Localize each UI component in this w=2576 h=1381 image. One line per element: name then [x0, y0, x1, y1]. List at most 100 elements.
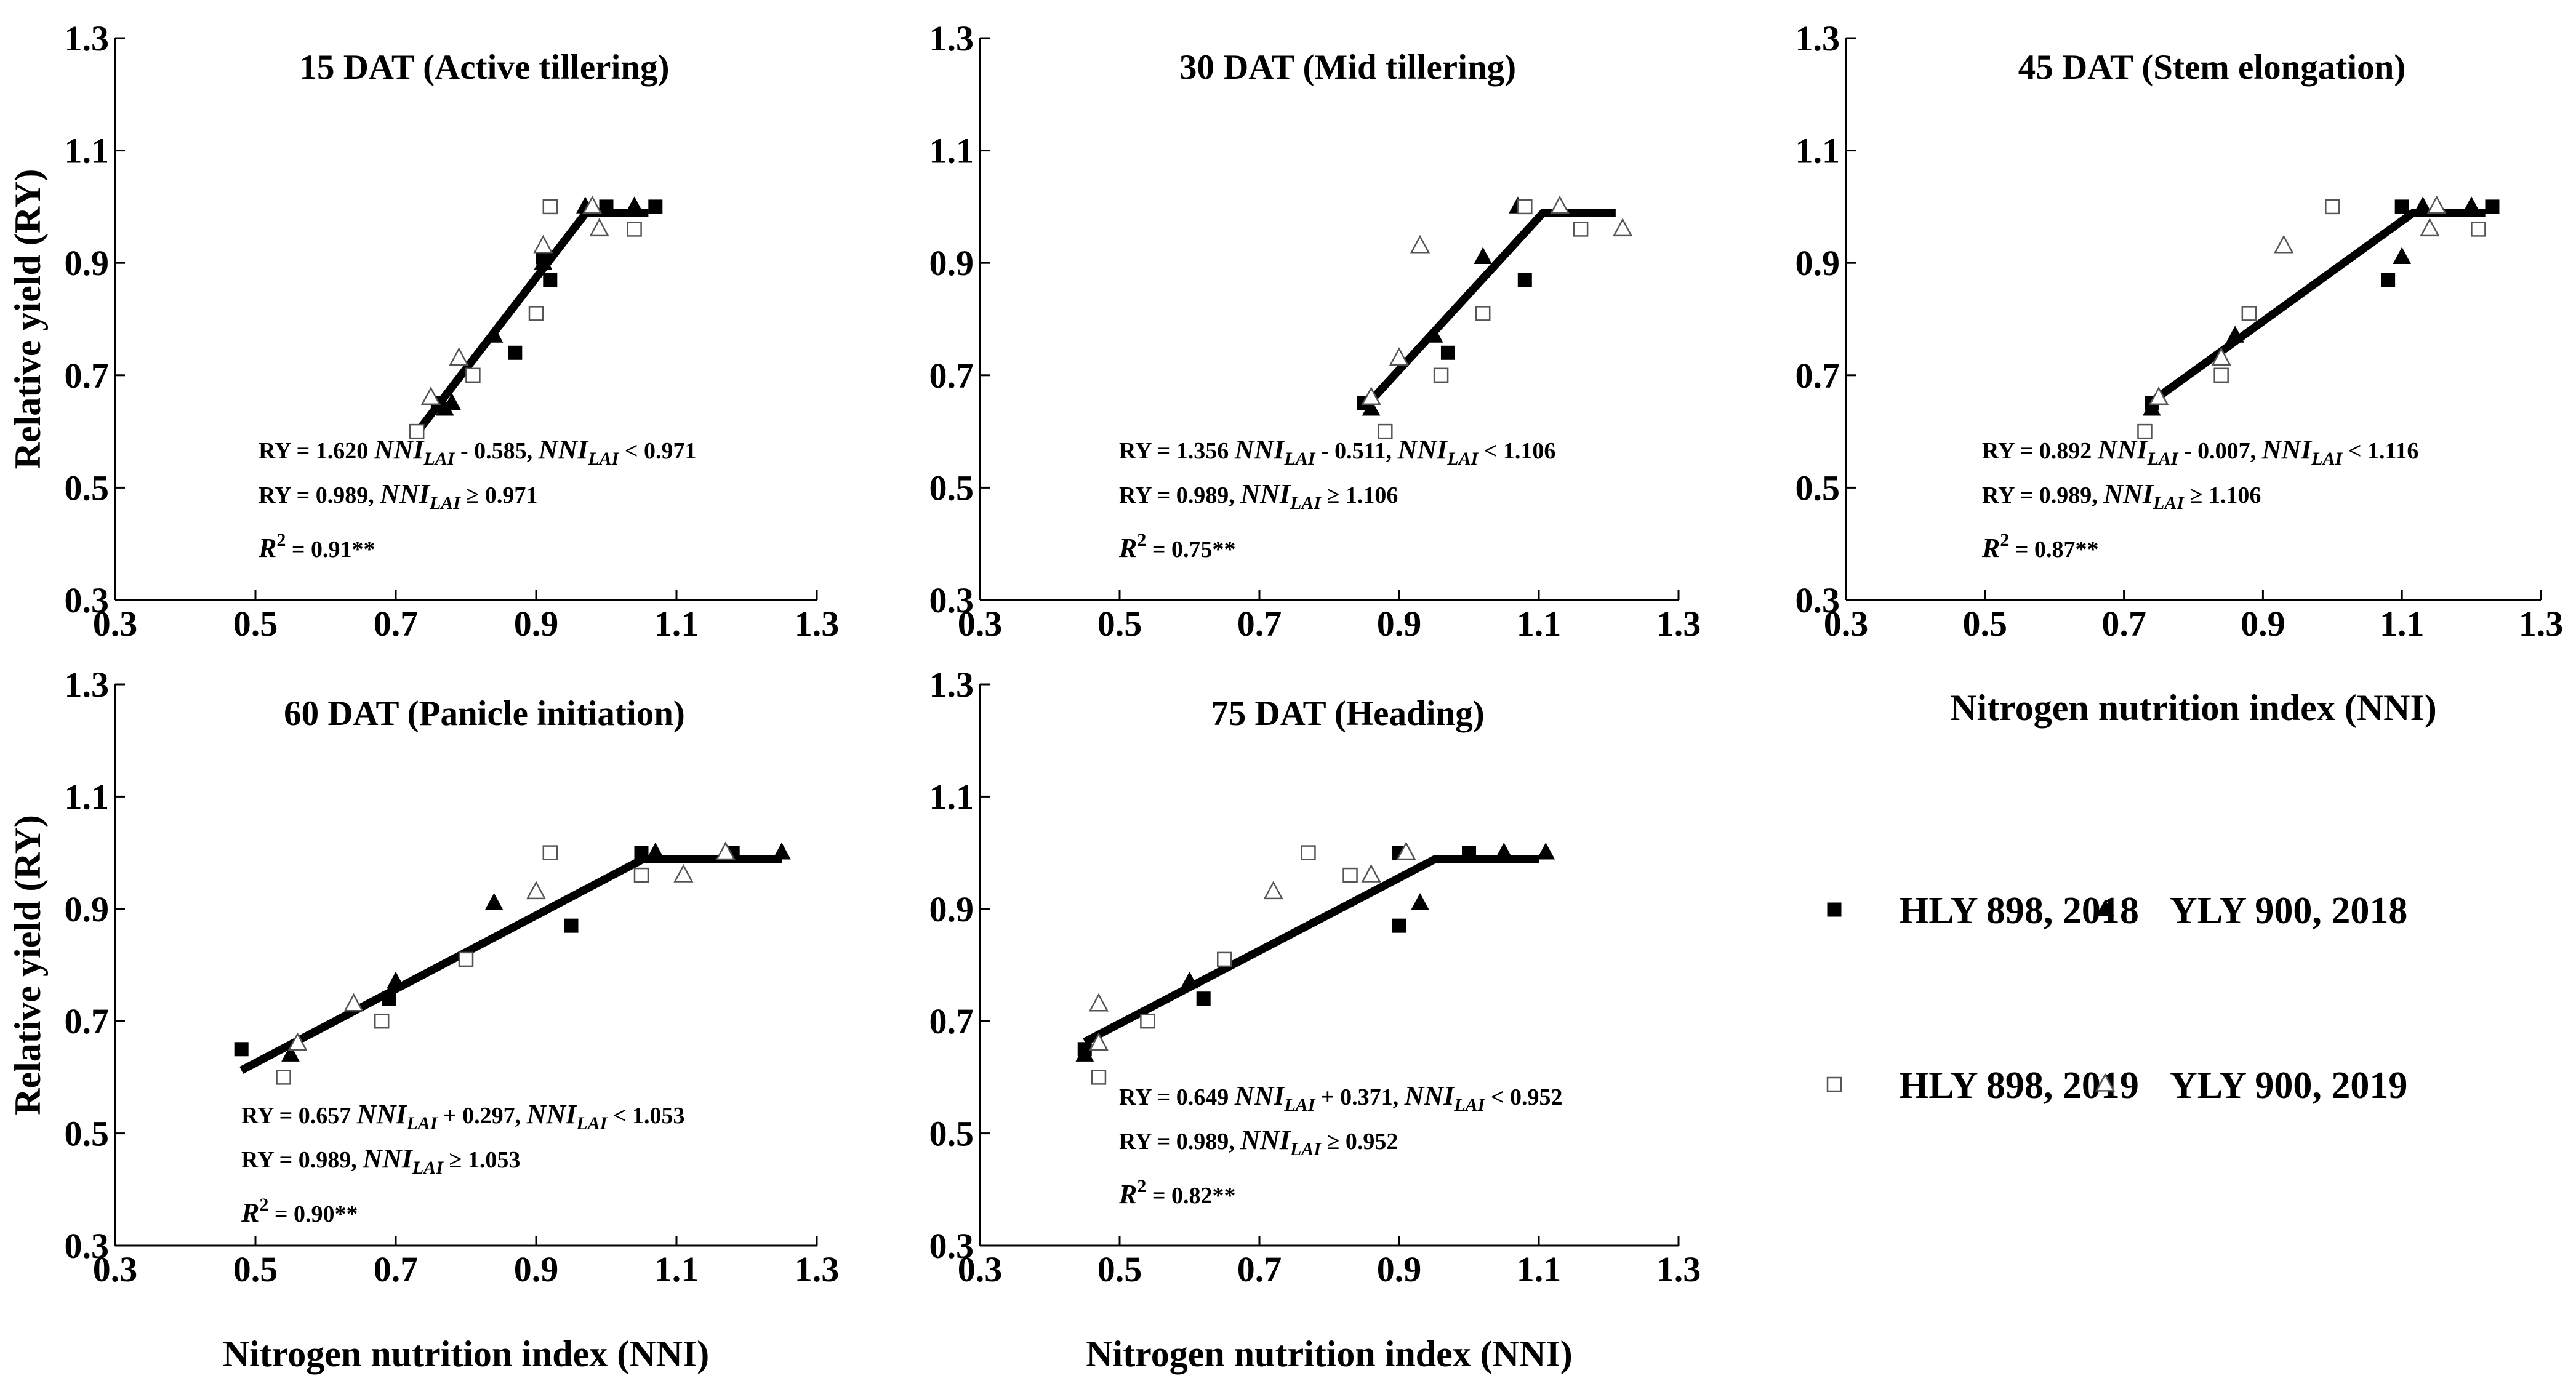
data-point [1196, 991, 1211, 1006]
y-tick-label: 0.3 [1796, 580, 1840, 620]
eq-text: ≥ 1.106 [1321, 482, 1398, 508]
eq-text: = 0.82** [1146, 1183, 1235, 1209]
eq-var: R [258, 533, 276, 563]
data-point [1410, 234, 1430, 254]
eq-text: ≥ 1.106 [2184, 482, 2261, 508]
data-point [543, 273, 558, 287]
eq-text: < 0.971 [619, 438, 696, 464]
x-tick-label: 0.7 [1237, 1249, 1282, 1289]
eq-var: NNI [1234, 434, 1286, 465]
chart-panel-2: 0.3 0.5 0.7 0.9 1.1 1.3 0.3 0.5 0.7 0.9 1.1 1.3 30 D… [929, 18, 1701, 644]
square-marker-icon [1826, 1076, 1842, 1092]
x-tick-label: 0.7 [374, 604, 419, 644]
data-point [387, 971, 405, 989]
data-point [2213, 367, 2229, 383]
y-tick-label: 0.9 [1796, 243, 1840, 283]
y-tick-label: 1.1 [65, 131, 110, 171]
data-point [2471, 222, 2486, 237]
data-point [589, 218, 609, 237]
eq-var: NNI [379, 479, 431, 509]
data-point [1088, 1032, 1109, 1051]
data-point [1495, 842, 1514, 860]
eq-sub: LAI [429, 493, 461, 513]
y-tick-label: 0.9 [65, 889, 110, 929]
data-point [1263, 881, 1283, 900]
eq-text: RY = 0.649 [1119, 1084, 1235, 1110]
y-tick-label: 1.1 [1796, 131, 1840, 171]
data-point [2420, 218, 2440, 237]
data-point [2462, 196, 2481, 214]
data-point [458, 951, 474, 967]
x-tick-label: 0.3 [93, 604, 138, 644]
eq-text: - 0.511, [1315, 438, 1398, 464]
y-tick-label: 0.9 [65, 243, 110, 283]
x-tick-label: 0.7 [374, 1249, 419, 1289]
data-point [1392, 918, 1406, 933]
y-tick-label: 1.1 [65, 777, 110, 817]
eq-sub: LAI [587, 449, 619, 469]
fit-line [1365, 209, 1616, 407]
x-tick-label: 1.1 [654, 604, 699, 644]
data-point [409, 423, 425, 439]
data-point [1342, 867, 1358, 883]
data-point [2381, 273, 2396, 287]
eq-var: R [1981, 533, 2000, 563]
x-tick-label: 1.1 [1517, 1249, 1562, 1289]
eq-sub: LAI [576, 1113, 608, 1134]
data-point [449, 347, 469, 366]
eq-text: RY = 0.892 [1982, 438, 2098, 464]
r-squared: R2 = 0.82** [1118, 1176, 1236, 1209]
data-point [528, 306, 544, 321]
data-point [634, 846, 649, 860]
data-point [1396, 841, 1416, 860]
eq-text: RY = 0.989, [1982, 482, 2103, 508]
chart-title: 60 DAT (Panicle initiation) [284, 694, 685, 733]
eq-sub: LAI [423, 449, 455, 469]
data-point [287, 1032, 308, 1051]
x-tick-label: 0.3 [958, 604, 1003, 644]
data-point [1362, 398, 1381, 416]
equation-line-2: RY = 0.989, NNILAI ≥ 1.106 [1119, 479, 1398, 513]
data-point [1411, 893, 1429, 910]
y-tick-label: 1.1 [929, 777, 974, 817]
x-tick-label: 0.7 [2101, 604, 2146, 644]
y-tick-label: 0.5 [1796, 468, 1840, 508]
fit-line [2146, 209, 2486, 407]
y-axis-label: Relative yield (RY) [7, 815, 48, 1115]
y-tick-label: 0.5 [65, 1114, 110, 1154]
eq-text: = 0.87** [2009, 537, 2098, 562]
x-tick-label: 0.5 [233, 604, 278, 644]
equation-line-1: RY = 1.356 NNILAI - 0.511, NNILAI < 1.10… [1119, 434, 1555, 469]
chart-panel-1: 0.3 0.5 0.7 0.9 1.1 1.3 0.3 0.5 0.7 0.9 1.1 1.3 15 D… [7, 18, 839, 644]
data-point [2142, 398, 2161, 416]
data-point [627, 222, 642, 237]
eq-sup: 2 [1137, 1176, 1146, 1196]
y-tick-label: 0.3 [65, 1226, 110, 1266]
eq-text: RY = 1.356 [1119, 438, 1235, 464]
eq-sup: 2 [2000, 530, 2009, 550]
data-point [1474, 247, 1493, 264]
x-tick-label: 0.7 [1237, 604, 1282, 644]
eq-text: RY = 0.989, [1119, 482, 1240, 508]
x-tick-label: 0.9 [2241, 604, 2285, 644]
data-point [343, 993, 364, 1012]
eq-sup: 2 [259, 1195, 268, 1215]
eq-var: NNI [1397, 434, 1449, 465]
equation-line-2: RY = 0.989, NNILAI ≥ 0.971 [259, 479, 537, 513]
data-point [633, 867, 649, 883]
y-tick-label: 1.3 [929, 665, 974, 705]
equation-line-2: RY = 0.989, NNILAI ≥ 0.952 [1119, 1125, 1398, 1159]
y-tick-label: 1.3 [929, 18, 974, 58]
data-point [281, 1044, 300, 1062]
y-tick-label: 0.5 [929, 468, 974, 508]
eq-text: < 0.952 [1485, 1084, 1562, 1110]
data-point [2211, 347, 2231, 366]
legend-item: YLY 900, 2019 [2095, 1065, 2407, 1107]
data-point [1433, 367, 1449, 383]
equation-line-1: RY = 0.892 NNILAI - 0.007, NNILAI < 1.11… [1982, 434, 2418, 469]
data-point [1361, 386, 1381, 405]
data-point [1301, 845, 1316, 860]
data-point [484, 893, 504, 910]
